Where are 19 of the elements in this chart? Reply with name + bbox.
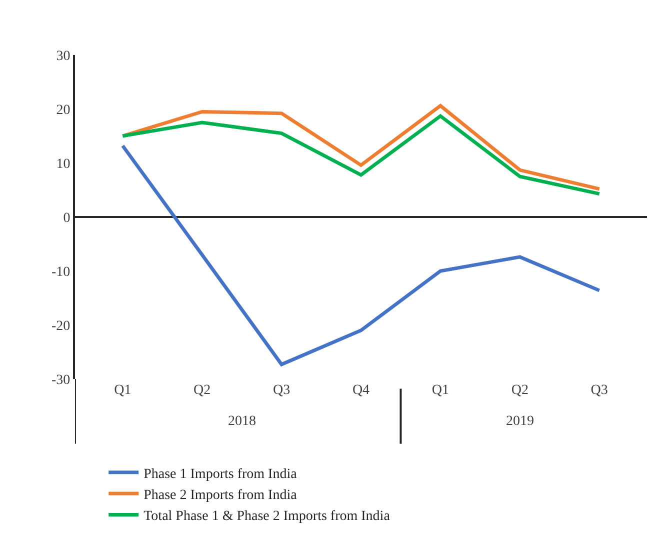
- x-tick-label: Q1: [114, 383, 132, 398]
- y-tick-label: 30: [56, 48, 70, 64]
- legend-label: Phase 1 Imports from India: [144, 466, 298, 482]
- y-tick-label: -10: [52, 264, 70, 280]
- x-tick-label: Q3: [590, 383, 608, 398]
- x-tick-label: Q2: [511, 383, 528, 398]
- y-tick-label: 10: [56, 156, 70, 172]
- x-tick-label: Q1: [432, 383, 450, 398]
- x-tick-label: Q4: [352, 383, 370, 398]
- y-tick-label: -20: [52, 318, 70, 334]
- text: 2019: [506, 414, 534, 429]
- y-tick-label: 0: [63, 210, 70, 226]
- x-tick-label: Q2: [194, 383, 211, 398]
- y-tick-label: 20: [56, 102, 70, 118]
- x-tick-label: Q3: [272, 383, 290, 398]
- y-tick-label: -30: [52, 372, 70, 388]
- legend-label: Total Phase 1 & Phase 2 Imports from India: [144, 509, 391, 524]
- legend-label: Phase 2 Imports from India: [144, 488, 298, 504]
- text: 2018: [228, 414, 256, 429]
